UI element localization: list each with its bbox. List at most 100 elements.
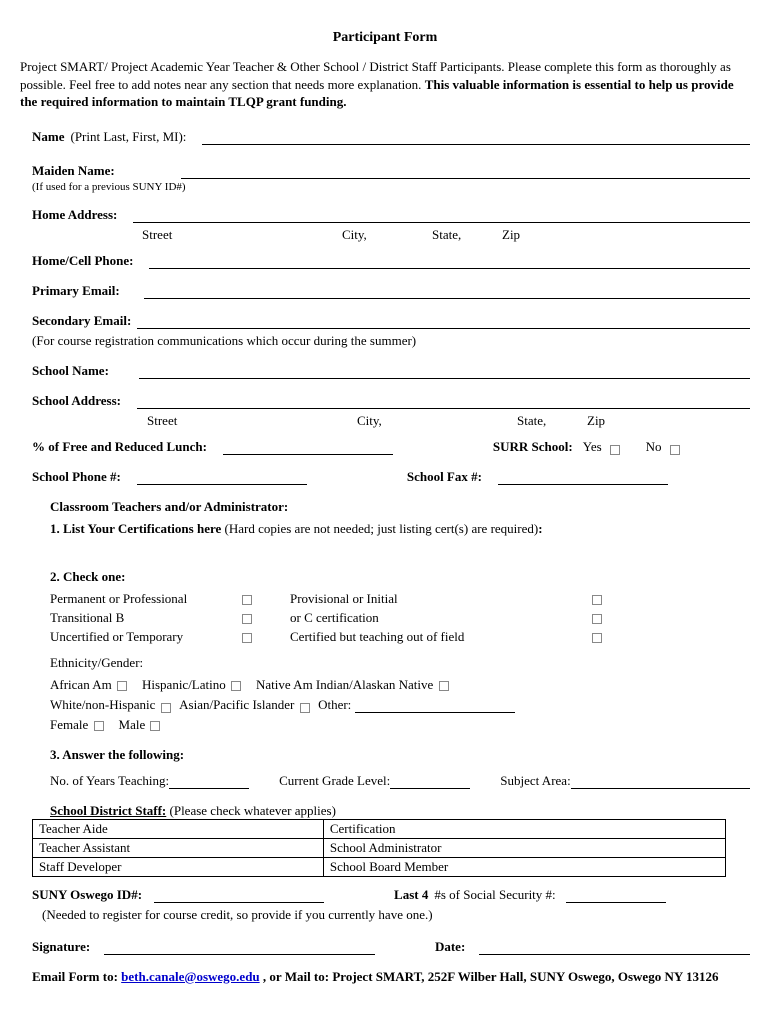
signature-input[interactable] (104, 941, 375, 955)
ssn-input[interactable] (566, 889, 666, 903)
section2-options: Permanent or Professional Provisional or… (50, 591, 750, 645)
name-row: Name (Print Last, First, MI): (32, 129, 750, 145)
cert-row-1: Transitional B or C certification (50, 610, 750, 626)
signature-row: Signature: Date: (32, 939, 750, 955)
secondary-email-row: Secondary Email: (32, 313, 750, 329)
sub-city: City, (342, 227, 432, 243)
cert-opt-left-0: Permanent or Professional (50, 591, 240, 607)
section3-row: No. of Years Teaching: Current Grade Lev… (50, 773, 750, 789)
sub-street: Street (142, 227, 342, 243)
maiden-input[interactable] (181, 165, 750, 179)
eth-opt-0: African Am (50, 677, 112, 692)
name-hint: (Print Last, First, MI): (71, 129, 193, 145)
maiden-row: Maiden Name: (32, 163, 750, 179)
signature-label: Signature: (32, 939, 96, 955)
footer-mail: Email Form to: beth.canale@oswego.edu , … (32, 969, 750, 985)
eth-check-1[interactable] (231, 681, 241, 691)
staff-table: Teacher Aide Certification Teacher Assis… (32, 819, 726, 877)
school-phone-label: School Phone #: (32, 469, 127, 485)
gender-male-check[interactable] (150, 721, 160, 731)
subject-input[interactable] (571, 775, 750, 789)
staff-cell-0-0[interactable]: Teacher Aide (33, 819, 324, 838)
home-address-input[interactable] (133, 209, 750, 223)
sub-state: State, (432, 227, 502, 243)
ssn-label-b: #s of Social Security #: (434, 887, 555, 903)
school-address-row: School Address: (32, 393, 750, 409)
name-input[interactable] (202, 131, 750, 145)
school-phone-input[interactable] (137, 471, 307, 485)
home-address-label: Home Address: (32, 207, 123, 223)
ssn-label-a: Last 4 (394, 887, 434, 903)
date-label: Date: (435, 939, 471, 955)
eth-check-0[interactable] (117, 681, 127, 691)
cert-row-2: Uncertified or Temporary Certified but t… (50, 629, 750, 645)
maiden-note: (If used for a previous SUNY ID#) (32, 181, 750, 193)
ethnicity-line-2: White/non-Hispanic Asian/Pacific Islande… (50, 697, 750, 713)
school-address-label: School Address: (32, 393, 127, 409)
gender-female-check[interactable] (94, 721, 104, 731)
secondary-email-input[interactable] (137, 315, 750, 329)
footer-email-suffix: , or Mail to: Project SMART, 252F Wilber… (260, 969, 719, 984)
staff-row-0: Teacher Aide Certification (33, 819, 726, 838)
eth-check-3[interactable] (161, 703, 171, 713)
school-fax-input[interactable] (498, 471, 668, 485)
years-label: No. of Years Teaching: (50, 773, 169, 789)
eth-check-4[interactable] (300, 703, 310, 713)
school-sub-city: City, (357, 413, 517, 429)
staff-cell-1-0[interactable]: Teacher Assistant (33, 838, 324, 857)
staff-cell-1-1[interactable]: School Administrator (323, 838, 725, 857)
date-input[interactable] (479, 941, 750, 955)
eth-other-input[interactable] (355, 699, 515, 713)
cert-check-right-0[interactable] (592, 595, 602, 605)
section1-line-c: : (538, 521, 542, 536)
eth-opt-2: Native Am Indian/Alaskan Native (256, 677, 433, 692)
gender-male: Male (119, 717, 146, 732)
cert-check-left-0[interactable] (242, 595, 252, 605)
years-input[interactable] (169, 775, 249, 789)
staff-cell-2-1[interactable]: School Board Member (323, 857, 725, 876)
cert-opt-left-2: Uncertified or Temporary (50, 629, 240, 645)
surr-yes-checkbox[interactable] (610, 445, 620, 455)
staff-heading: School District Staff: (Please check wha… (50, 803, 750, 819)
surr-yes-label: Yes (583, 439, 602, 455)
cert-check-right-1[interactable] (592, 614, 602, 624)
primary-email-row: Primary Email: (32, 283, 750, 299)
cert-check-right-2[interactable] (592, 633, 602, 643)
school-address-input[interactable] (137, 395, 750, 409)
surr-no-label: No (646, 439, 662, 455)
surr-no-checkbox[interactable] (670, 445, 680, 455)
free-lunch-input[interactable] (223, 441, 393, 455)
school-sub-street: Street (147, 413, 357, 429)
cert-check-left-1[interactable] (242, 614, 252, 624)
school-fax-label: School Fax #: (407, 469, 488, 485)
home-phone-input[interactable] (149, 255, 750, 269)
eth-opt-1: Hispanic/Latino (142, 677, 226, 692)
section2-heading: 2. Check one: (50, 569, 750, 585)
primary-email-input[interactable] (144, 285, 750, 299)
eth-other-label: Other: (318, 697, 351, 713)
gender-line: Female Male (50, 717, 750, 733)
grade-input[interactable] (390, 775, 470, 789)
school-name-input[interactable] (139, 365, 750, 379)
cert-opt-left-1: Transitional B (50, 610, 240, 626)
home-address-row: Home Address: (32, 207, 750, 223)
staff-row-2: Staff Developer School Board Member (33, 857, 726, 876)
free-lunch-row: % of Free and Reduced Lunch: SURR School… (32, 439, 750, 455)
cert-opt-right-2: Certified but teaching out of field (290, 629, 590, 645)
staff-row-1: Teacher Assistant School Administrator (33, 838, 726, 857)
staff-cell-0-1[interactable]: Certification (323, 819, 725, 838)
section3-heading: 3. Answer the following: (50, 747, 750, 763)
cert-opt-right-1: or C certification (290, 610, 590, 626)
suny-label: SUNY Oswego ID#: (32, 887, 148, 903)
staff-heading-a: School District Staff: (50, 803, 166, 818)
cert-row-0: Permanent or Professional Provisional or… (50, 591, 750, 607)
eth-check-2[interactable] (439, 681, 449, 691)
cert-check-left-2[interactable] (242, 633, 252, 643)
school-phone-row: School Phone #: School Fax #: (32, 469, 750, 485)
staff-cell-2-0[interactable]: Staff Developer (33, 857, 324, 876)
footer-email-link[interactable]: beth.canale@oswego.edu (121, 969, 259, 984)
ethnicity-line-1: African Am Hispanic/Latino Native Am Ind… (50, 677, 750, 693)
section1-line-a: 1. List Your Certifications here (50, 521, 221, 536)
school-sub-state: State, (517, 413, 587, 429)
suny-input[interactable] (154, 889, 324, 903)
